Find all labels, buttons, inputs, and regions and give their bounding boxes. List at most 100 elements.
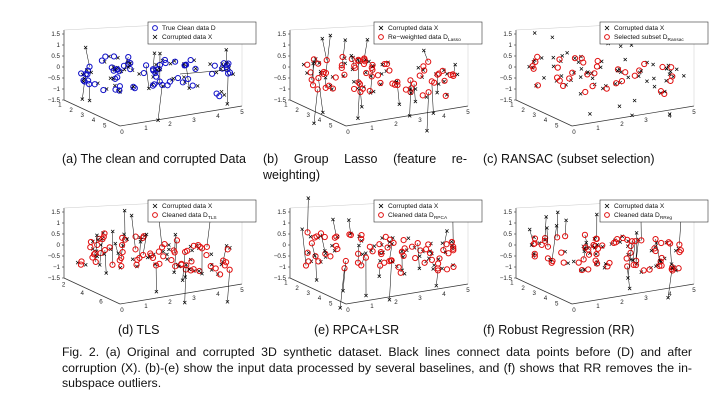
clean-point [544,243,552,250]
corrupted-point [629,257,633,262]
corrupted-point [156,118,160,123]
clean-point [219,65,226,72]
x-tick-label: 1 [596,303,600,310]
clean-point [374,72,382,79]
clean-point [85,77,92,84]
clean-point [152,73,160,80]
clean-point [387,257,395,264]
corrupted-point [224,47,229,52]
clean-point [668,64,675,71]
corruption-line [417,243,420,269]
corrupted-point [332,248,337,253]
corrupted-point [584,240,589,245]
z-tick-label: −1.5 [500,97,513,104]
y-tick-label: 3 [81,112,85,119]
legend-x-icon [604,25,610,31]
clean-point [317,230,325,237]
clean-point [582,244,589,251]
clean-point [352,64,359,71]
x-tick-label: 2 [394,121,398,128]
corrupted-point [357,243,361,248]
corruption-line [431,81,434,114]
clean-point [89,254,96,261]
clean-point [168,256,175,264]
corrupted-point [172,270,176,275]
clean-point [669,73,676,80]
clean-point [612,80,620,87]
clean-point [376,241,383,248]
y-tick-label: 4 [92,117,96,124]
clean-point [658,262,665,269]
y-tick-label: 3 [307,112,311,119]
clean-point [554,64,561,71]
clean-point [629,238,636,245]
clean-point [198,245,206,252]
clean-point [92,258,99,266]
corrupted-point [377,274,382,279]
corruption-line [443,230,448,251]
corrupted-point [409,91,413,95]
corrupted-point [594,212,599,217]
clean-point [224,246,231,253]
clean-point [187,56,194,64]
corrupted-point [617,104,622,109]
x-tick-label: 5 [240,287,244,294]
corrupted-point [148,254,153,259]
corrupted-point [95,233,99,238]
x-tick-label: 3 [192,117,196,124]
clean-point [646,266,653,273]
clean-point [386,67,393,74]
clean-point [127,66,134,73]
x-tick-label: 0 [346,129,350,136]
corrupted-point [565,50,570,55]
corrupted-point [80,97,85,101]
z-tick-label: −0.5 [500,253,513,260]
corruption-line [313,89,318,124]
clean-point [395,264,402,271]
corruption-line [142,234,147,256]
corrupted-point [657,259,662,263]
legend-x-icon [378,25,384,31]
corruption-line [632,241,636,261]
clean-point [178,261,185,268]
clean-point [566,75,573,82]
x-tick-label: 2 [620,299,624,306]
x-tick-label: 2 [394,299,398,306]
clean-point [87,238,95,246]
subcaption-d: (d) TLS [118,323,160,337]
clean-point [632,238,639,245]
panel-c: 1.5 1 0.5 0 −0.5 −1 −1.5 1 2 3 4 5 0 1 2 3 4 5 Corrupted d… [482,14,714,139]
corrupted-point [431,111,436,116]
corrupted-point [350,67,355,72]
clean-point [86,63,93,70]
y-tick-label: 6 [99,299,103,306]
clean-point [419,92,426,99]
corruption-line [389,260,392,300]
corrupted-point [532,31,537,35]
corrupted-point [559,74,564,78]
clean-point [400,236,407,244]
corrupted-point [630,113,634,118]
clean-point [366,87,373,95]
corrupted-point [331,217,335,222]
corrupted-point [455,72,460,77]
clean-point [614,235,621,243]
y-tick-label: 1 [58,102,62,109]
clean-point [116,68,123,75]
corruption-line [667,267,673,298]
clean-point [225,60,232,67]
clean-point [341,265,348,272]
clean-point [338,64,345,72]
corruption-line [364,39,368,59]
corrupted-point [571,259,576,264]
corrupted-point [440,266,444,271]
clean-point [394,81,401,89]
corruption-line [145,65,150,89]
corrupted-point [116,251,121,256]
clean-point [308,240,315,247]
corrupted-point [664,66,669,71]
corrupted-point [113,241,118,246]
clean-point [652,247,659,255]
clean-point [90,251,98,258]
